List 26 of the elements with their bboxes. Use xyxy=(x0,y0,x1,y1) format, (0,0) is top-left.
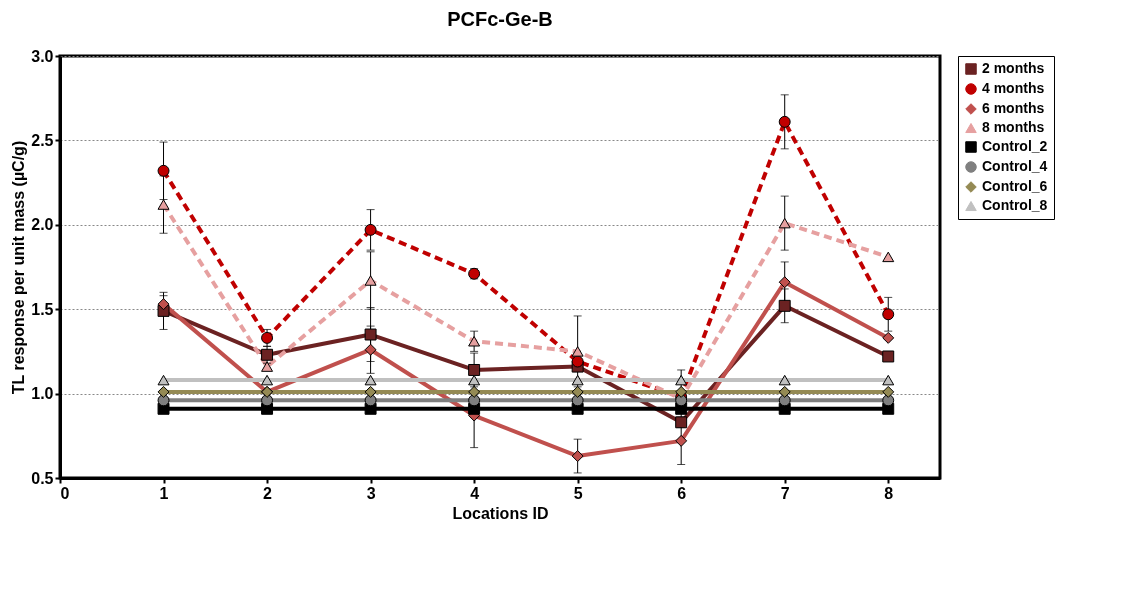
x-tick-label: 0 xyxy=(60,484,70,502)
x-tick-label: 2 xyxy=(263,484,273,502)
legend-label: Control_6 xyxy=(982,178,1048,194)
y-tick-label: 2.5 xyxy=(31,131,54,149)
x-axis-title: Locations ID xyxy=(452,504,549,522)
x-tick-label: 1 xyxy=(159,484,169,502)
x-tick-label: 5 xyxy=(573,484,583,502)
y-tick-label: 1.0 xyxy=(31,385,54,403)
legend-label: 6 months xyxy=(982,100,1045,116)
y-tick-label: 2.0 xyxy=(31,216,54,234)
y-tick-label: 1.5 xyxy=(31,300,54,318)
y-tick-label: 0.5 xyxy=(31,469,54,487)
x-tick-label: 6 xyxy=(677,484,687,502)
chart-title: PCFc-Ge-B xyxy=(447,8,553,30)
x-tick-label: 7 xyxy=(780,484,790,502)
y-axis-title: TL response per unit mass (µC/g) xyxy=(10,140,28,395)
legend-label: Control_2 xyxy=(982,138,1048,154)
legend-label: 8 months xyxy=(982,119,1045,135)
legend-label: Control_4 xyxy=(982,158,1048,174)
x-tick-label: 8 xyxy=(884,484,894,502)
x-tick-label: 3 xyxy=(366,484,376,502)
legend-label: 2 months xyxy=(982,60,1045,76)
y-tick-label: 3.0 xyxy=(31,47,54,65)
legend-label: Control_8 xyxy=(982,197,1048,213)
legend-label: 4 months xyxy=(982,80,1045,96)
x-tick-label: 4 xyxy=(470,484,480,502)
